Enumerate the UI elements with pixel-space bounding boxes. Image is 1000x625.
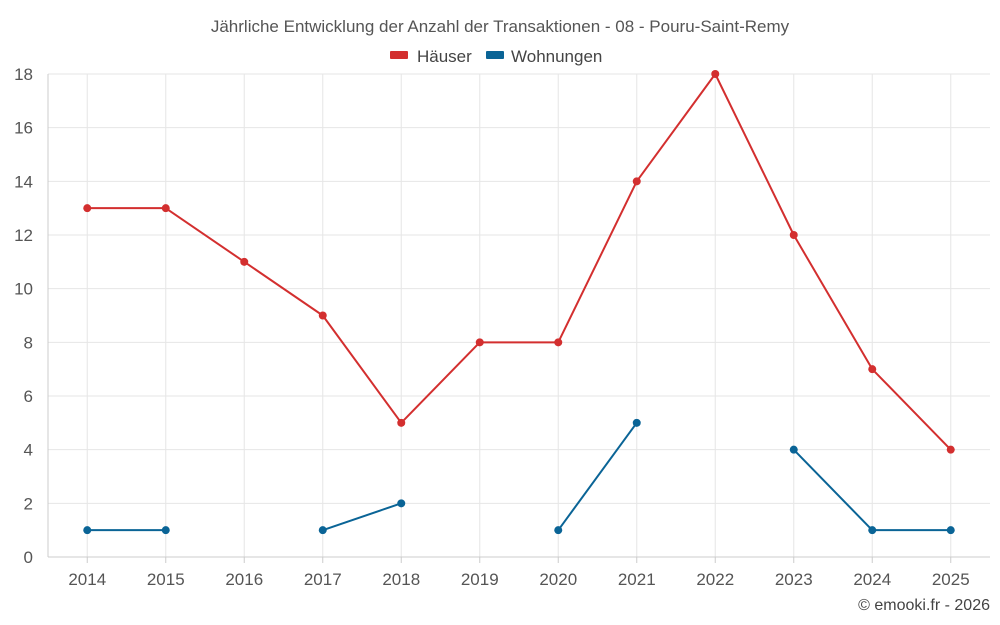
- credit-text: © emooki.fr - 2026: [858, 597, 990, 614]
- data-point-haeuser[interactable]: [789, 231, 798, 239]
- data-point-wohnungen[interactable]: [554, 526, 563, 535]
- chart-title: Jährliche Entwicklung der Anzahl der Tra…: [211, 17, 790, 36]
- data-point-wohnungen[interactable]: [83, 526, 92, 535]
- y-tick-label: 14: [14, 172, 33, 191]
- data-point-haeuser[interactable]: [711, 70, 720, 78]
- grid: [48, 73, 990, 557]
- data-point-haeuser[interactable]: [868, 365, 877, 374]
- legend-swatch-haeuser: [390, 51, 408, 59]
- x-tick-label: 2023: [775, 570, 813, 589]
- data-point-wohnungen[interactable]: [946, 526, 955, 535]
- y-tick-label: 16: [14, 119, 33, 138]
- series-line-haeuser: [87, 73, 952, 451]
- x-tick-label: 2016: [225, 570, 263, 589]
- series-line-wohnungen: [322, 502, 402, 532]
- legend-label-wohnungen[interactable]: Wohnungen: [511, 47, 602, 66]
- y-tick-label: 2: [24, 494, 33, 513]
- data-point-haeuser[interactable]: [83, 204, 92, 213]
- data-point-haeuser[interactable]: [946, 445, 955, 454]
- y-tick-label: 0: [24, 548, 33, 567]
- x-tick-label: 2014: [68, 570, 106, 589]
- series: [83, 70, 955, 535]
- series-line-wohnungen: [557, 422, 638, 531]
- data-point-wohnungen[interactable]: [397, 499, 406, 508]
- y-tick-label: 12: [14, 226, 33, 245]
- y-tick-label: 18: [14, 65, 33, 84]
- data-point-wohnungen[interactable]: [632, 418, 641, 427]
- x-tick-label: 2021: [618, 570, 656, 589]
- data-point-haeuser[interactable]: [632, 177, 641, 186]
- series-wohnungen: [83, 418, 955, 535]
- y-tick-label: 10: [14, 280, 33, 299]
- x-axis-ticks: 2014 2015 2016 2017 2018 2019 2020 2021 2022 2023…: [68, 570, 969, 589]
- x-tick-label: 2024: [853, 570, 891, 589]
- data-point-haeuser[interactable]: [397, 418, 406, 427]
- y-tick-label: 4: [24, 441, 33, 460]
- x-tick-label: 2015: [147, 570, 185, 589]
- y-axis-ticks: 0 2 4 6 8 10 12 14 16 18: [14, 65, 33, 567]
- y-tick-label: 8: [24, 333, 33, 352]
- y-tick-label: 6: [24, 387, 33, 406]
- x-tick-label: 2018: [382, 570, 420, 589]
- legend-label-haeuser[interactable]: Häuser: [417, 47, 472, 66]
- data-point-wohnungen[interactable]: [868, 526, 877, 535]
- x-tick-label: 2025: [932, 570, 970, 589]
- data-point-haeuser[interactable]: [240, 257, 249, 266]
- data-point-haeuser[interactable]: [554, 338, 563, 347]
- data-point-haeuser[interactable]: [161, 204, 170, 213]
- axes: [47, 74, 990, 563]
- series-haeuser: [83, 70, 955, 454]
- x-tick-label: 2017: [304, 570, 342, 589]
- data-point-wohnungen[interactable]: [318, 526, 327, 535]
- x-tick-label: 2019: [461, 570, 499, 589]
- data-point-wohnungen[interactable]: [161, 526, 170, 535]
- x-tick-label: 2020: [539, 570, 577, 589]
- data-point-haeuser[interactable]: [475, 338, 484, 347]
- data-point-haeuser[interactable]: [318, 311, 327, 320]
- data-point-wohnungen[interactable]: [789, 445, 798, 454]
- legend-swatch-wohnungen: [486, 51, 504, 59]
- x-tick-label: 2022: [696, 570, 734, 589]
- legend: Häuser Wohnungen: [390, 47, 602, 66]
